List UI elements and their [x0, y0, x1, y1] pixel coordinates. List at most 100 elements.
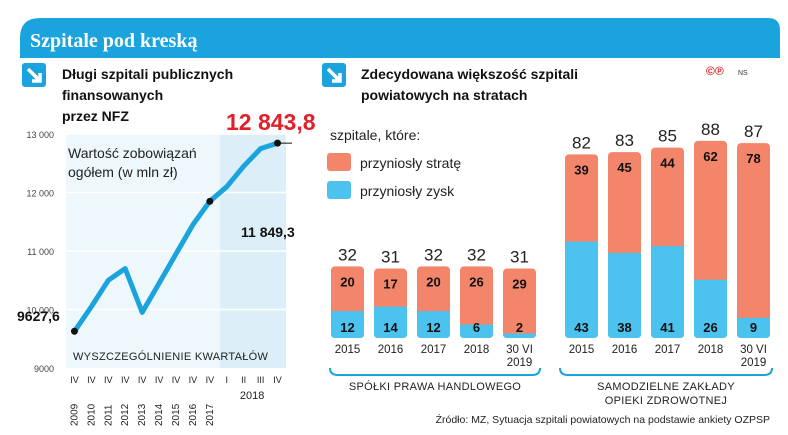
x-year-label: 2009 [69, 403, 80, 426]
x-quarter-label: IV [273, 375, 282, 385]
bar-loss-value: 62 [703, 149, 717, 164]
bar-total-label: 85 [658, 127, 677, 146]
bar-category-label: 2017 [655, 344, 681, 356]
bar-profit-segment [651, 246, 684, 338]
x-quarter-label: II [241, 375, 246, 385]
x-quarter-label: I [226, 375, 229, 385]
bar-profit-segment [503, 333, 536, 338]
right-heading-line-1: Zdecydowana większość szpitali [361, 66, 578, 82]
bar-profit-value: 26 [703, 320, 717, 335]
x-quarter-label: IV [104, 375, 113, 385]
debt-line-chart: 9000 10 000 11 000 12 000 13 000 Wartość zob… [17, 109, 316, 426]
x-quarter-label: III [257, 375, 265, 385]
bar-total-label: 82 [572, 133, 591, 152]
bar-total-label: 87 [744, 122, 763, 141]
bar-category-label: 2016 [612, 344, 638, 356]
source-note: Źródło: MZ, Sytuacja szpitali powiatowyc… [436, 413, 770, 426]
y-tick-label: 12 000 [26, 189, 54, 199]
highlight-value-label: 12 843,8 [226, 109, 316, 135]
bar-loss-value: 26 [469, 274, 483, 289]
bar-profit-value: 12 [426, 320, 440, 335]
right-heading: Zdecydowana większość szpitali powiatowy… [361, 66, 578, 103]
left-heading-line-1: Długi szpitali publicznych [62, 66, 233, 82]
bar-profit-segment [608, 252, 641, 338]
bar-loss-value: 20 [340, 274, 354, 289]
bar-loss-segment [503, 268, 536, 338]
x-year-label: 2017 [205, 403, 216, 426]
x-year-label: 2015 [171, 403, 182, 426]
bar-profit-segment [694, 279, 727, 338]
bar-profit-segment [331, 311, 364, 338]
x-year-label: 2010 [86, 403, 97, 426]
x-year-label: 2011 [103, 404, 114, 426]
x-year-label: 2018 [240, 390, 264, 402]
group-bracket-spolki: SPÓŁKI PRAWA HANDLOWEGO [329, 367, 541, 393]
y-tick-label: 13 000 [26, 130, 54, 140]
bar-category-label: 2015 [335, 344, 361, 356]
x-quarter-label: IV [70, 375, 79, 385]
x-quarter-label: IV [121, 375, 130, 385]
x-quarter-label: IV [138, 375, 147, 385]
y-tick-label: 11 000 [27, 247, 54, 257]
bar-loss-value: 29 [512, 277, 526, 292]
bar-loss-value: 45 [617, 160, 631, 175]
bar-profit-segment [417, 311, 450, 338]
data-point-point-2009 [70, 327, 78, 335]
right-heading-arrow-icon [322, 63, 346, 87]
left-heading: Długi szpitali publicznych finansowanych… [62, 66, 233, 124]
hospitals-bar-chart: 20 12 32 2015 17 14 31 2016 20 12 32 2017 26 6 32 2018 2… [331, 120, 770, 369]
x-quarter-label: IV [155, 375, 164, 385]
x-year-label: 2013 [137, 403, 148, 426]
bar-profit-value: 2 [516, 320, 523, 335]
chart-subtitle-line-1: Wartość zobowiązań [68, 145, 197, 161]
bar-total-label: 88 [701, 120, 720, 139]
x-quarter-label: IV [172, 375, 181, 385]
legend-swatch-profit [327, 181, 351, 199]
bar-category-label: 30 VI [740, 344, 767, 356]
bar-profit-value: 14 [383, 320, 398, 335]
bar-total-label: 31 [510, 248, 529, 267]
bar-category-label-year: 2019 [741, 357, 767, 369]
bar-profit-value: 43 [574, 320, 588, 335]
header-title: Szpitale pod kreską [30, 30, 197, 52]
bar-total-label: 32 [467, 245, 486, 264]
left-heading-line-3: przez NFZ [62, 108, 129, 124]
legend: szpitale, które: przyniosły stratę przyn… [327, 127, 461, 199]
annotation-2017-label: 11 849,3 [241, 224, 295, 240]
data-point-point-2017 [206, 197, 214, 205]
bar-profit-segment [565, 241, 598, 338]
group-label-spzoz-line-1: SAMODZIELNE ZAKŁADY [597, 381, 735, 393]
group-bracket-spzoz: SAMODZIELNE ZAKŁADY OPIEKI ZDROWOTNEJ [559, 367, 773, 407]
bar-category-label: 2018 [464, 344, 490, 356]
left-heading-line-2: finansowanych [62, 87, 163, 103]
bar-loss-value: 44 [660, 156, 675, 171]
bar-profit-value: 12 [340, 320, 354, 335]
group-label-spolki: SPÓŁKI PRAWA HANDLOWEGO [349, 380, 521, 393]
bar-profit-value: 9 [750, 320, 757, 335]
bar-loss-value: 17 [383, 277, 397, 292]
legend-swatch-loss [327, 153, 351, 171]
annotation-2009-label: 9627,6 [17, 308, 60, 324]
bar-profit-value: 38 [617, 320, 631, 335]
legend-title: szpitale, które: [330, 127, 420, 143]
bar-category-label: 2016 [378, 344, 404, 356]
bar-profit-segment [460, 324, 493, 338]
bar-loss-value: 20 [426, 274, 440, 289]
bar-profit-value: 41 [660, 320, 674, 335]
y-tick-label: 10 000 [26, 306, 54, 316]
group-label-spzoz-line-2: OPIEKI ZDROWOTNEJ [605, 395, 727, 407]
header-banner [20, 18, 780, 58]
bar-profit-segment [737, 317, 770, 338]
quarters-footer-label: WYSZCZEGÓLNIENIE KWARTAŁÓW [73, 350, 269, 363]
x-year-label: 2012 [120, 403, 131, 426]
bar-loss-value: 39 [574, 162, 588, 177]
bar-total-label: 32 [338, 245, 357, 264]
bar-total-label: 83 [615, 131, 634, 150]
bar-category-label-year: 2019 [507, 357, 533, 369]
right-heading-line-2: powiatowych na stratach [361, 87, 527, 103]
x-year-label: 2014 [154, 403, 165, 426]
x-year-label: 2016 [188, 403, 199, 426]
bar-category-label: 30 VI [506, 344, 533, 356]
legend-label-profit: przyniosły zysk [360, 183, 455, 199]
